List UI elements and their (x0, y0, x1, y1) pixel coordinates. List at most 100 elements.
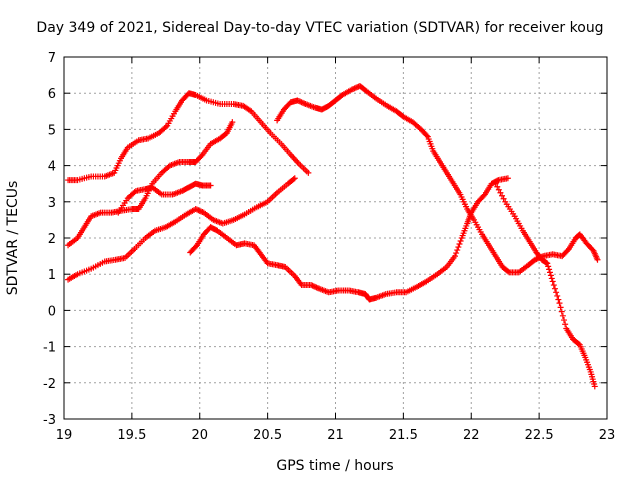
data-point-marker (453, 250, 460, 257)
data-point-marker (594, 256, 601, 263)
plot-border (63, 56, 608, 420)
data-point-marker (575, 340, 582, 347)
data-point-marker (305, 169, 312, 176)
y-tick-label: 3 (48, 196, 56, 211)
data-point-marker (298, 99, 305, 106)
data-point-marker (295, 98, 302, 105)
data-point-marker (546, 269, 553, 276)
data-point-marker (350, 85, 357, 92)
data-point-marker (348, 86, 355, 93)
x-tick-label: 21 (327, 428, 344, 443)
data-points (65, 82, 601, 390)
data-point-marker (301, 100, 308, 107)
series-track-6 (274, 82, 601, 276)
data-point-marker (494, 177, 501, 184)
data-point-marker (562, 321, 569, 328)
data-point-marker (591, 383, 598, 390)
data-point-marker (194, 206, 201, 213)
x-tick-label: 23 (599, 428, 616, 443)
data-point-marker (545, 263, 552, 270)
data-point-marker (500, 195, 507, 202)
series-track-7 (492, 180, 598, 390)
data-point-marker (299, 99, 306, 106)
data-point-marker (196, 207, 203, 214)
data-point-marker (455, 244, 462, 251)
y-tick-label: 2 (48, 232, 56, 247)
data-point-marker (352, 84, 359, 91)
data-point-marker (192, 243, 199, 250)
data-point-marker (543, 259, 550, 266)
data-point-marker (294, 97, 301, 104)
data-point-marker (557, 304, 564, 311)
data-point-marker (246, 107, 253, 114)
series-track-2 (65, 119, 236, 249)
x-tick-label: 22.5 (525, 428, 554, 443)
series-track-1 (65, 90, 312, 184)
data-point-marker (553, 289, 560, 296)
y-axis-label: SDTVAR / TECUs (5, 181, 21, 296)
data-point-marker (547, 272, 554, 279)
data-point-marker (497, 189, 504, 196)
data-point-marker (309, 282, 316, 289)
x-tick-label: 20 (191, 428, 208, 443)
data-point-marker (291, 175, 298, 182)
data-point-marker (290, 176, 297, 183)
data-point-marker (555, 296, 562, 303)
data-point-marker (308, 282, 315, 289)
data-point-marker (314, 285, 321, 292)
data-point-marker (551, 285, 558, 292)
data-point-marker (550, 282, 557, 289)
data-point-marker (561, 317, 568, 324)
data-point-marker (297, 98, 304, 105)
data-point-marker (423, 132, 430, 139)
data-point-marker (559, 312, 566, 319)
y-tick-label: 1 (48, 268, 56, 283)
data-point-marker (229, 119, 236, 126)
data-point-marker (310, 283, 317, 290)
y-tick-label: -2 (43, 377, 56, 392)
x-tick-label: 20.5 (253, 428, 282, 443)
x-axis-label: GPS time / hours (276, 458, 393, 474)
data-point-marker (192, 206, 199, 213)
data-point-marker (351, 85, 358, 92)
data-point-marker (495, 186, 502, 193)
data-point-marker (558, 308, 565, 315)
y-tick-label: 7 (48, 51, 56, 66)
grid-lines (64, 57, 607, 419)
data-point-marker (492, 180, 499, 187)
y-tick-label: 6 (48, 87, 56, 102)
data-point-marker (548, 275, 555, 282)
y-tick-label: -1 (43, 341, 56, 356)
data-point-marker (195, 207, 202, 214)
data-point-marker (312, 283, 319, 290)
data-point-marker (532, 256, 539, 263)
data-point-marker (499, 192, 506, 199)
data-point-marker (457, 238, 464, 245)
data-point-marker (451, 253, 458, 260)
data-point-marker (556, 300, 563, 307)
data-point-marker (504, 175, 511, 182)
data-point-marker (549, 278, 556, 285)
data-point-marker (494, 183, 501, 190)
data-point-marker (313, 284, 320, 291)
data-point-marker (454, 247, 461, 254)
data-point-marker (198, 152, 205, 159)
data-point-marker (544, 260, 551, 267)
data-point-marker (505, 268, 512, 275)
series-track-3 (65, 175, 298, 283)
x-tick-label: 19.5 (117, 428, 146, 443)
y-tick-label: -3 (43, 413, 56, 428)
x-tick-label: 22 (463, 428, 480, 443)
y-tick-label: 0 (48, 304, 56, 319)
y-tick-label: 4 (48, 160, 56, 175)
x-tick-label: 19 (56, 428, 73, 443)
data-point-marker (456, 241, 463, 248)
series-track-4 (115, 180, 214, 216)
data-point-marker (207, 182, 214, 189)
data-point-marker (554, 292, 561, 299)
data-point-marker (564, 247, 571, 254)
x-tick-label: 21.5 (389, 428, 418, 443)
data-point-marker (198, 208, 205, 215)
